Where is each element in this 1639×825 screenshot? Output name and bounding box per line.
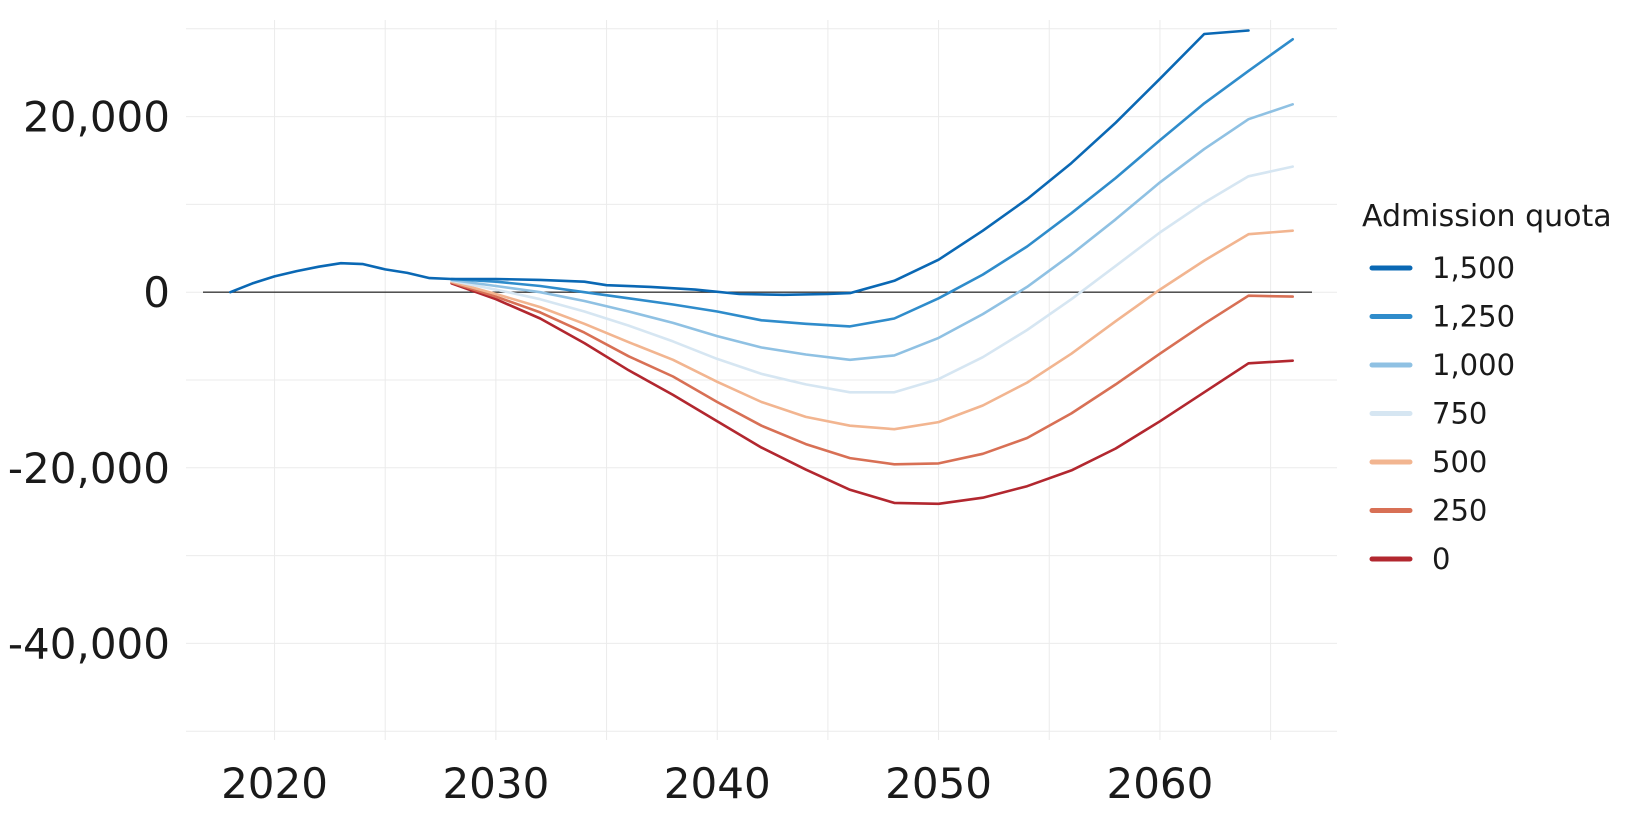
legend-label-750: 750 (1432, 397, 1487, 431)
legend-label-1000: 1,000 (1432, 348, 1515, 382)
series-line-1500 (229, 29, 1250, 297)
x-tick-label: 2030 (442, 759, 549, 808)
legend: Admission quota 1,500 1,250 1,000 750 500 250… (1362, 199, 1612, 576)
x-tick-label: 2040 (664, 759, 771, 808)
y-tick-label: 0 (143, 268, 170, 317)
series-line-500 (450, 229, 1294, 431)
grid-layer (186, 20, 1337, 740)
series-line-250 (450, 281, 1294, 466)
y-tick-label: -20,000 (8, 444, 170, 493)
x-tick-label: 2060 (1106, 759, 1213, 808)
x-tick-label: 2050 (885, 759, 992, 808)
series-line-750 (450, 165, 1294, 394)
legend-label-0: 0 (1432, 542, 1450, 576)
y-tick-label: 20,000 (23, 93, 170, 142)
legend-label-1500: 1,500 (1432, 251, 1515, 285)
legend-label-1250: 1,250 (1432, 300, 1515, 334)
series-line-1000 (450, 103, 1294, 362)
legend-label-500: 500 (1432, 445, 1487, 479)
y-tick-labels: 20,000 0 -20,000 -40,000 (8, 93, 170, 669)
x-tick-label: 2020 (221, 759, 328, 808)
series-line-1250 (450, 37, 1294, 328)
legend-title: Admission quota (1362, 199, 1612, 234)
legend-label-250: 250 (1432, 494, 1487, 528)
series-layer (229, 29, 1294, 506)
x-tick-labels: 2020 2030 2040 2050 2060 (221, 759, 1213, 808)
series-line-0 (450, 282, 1294, 506)
y-tick-label: -40,000 (8, 619, 170, 668)
